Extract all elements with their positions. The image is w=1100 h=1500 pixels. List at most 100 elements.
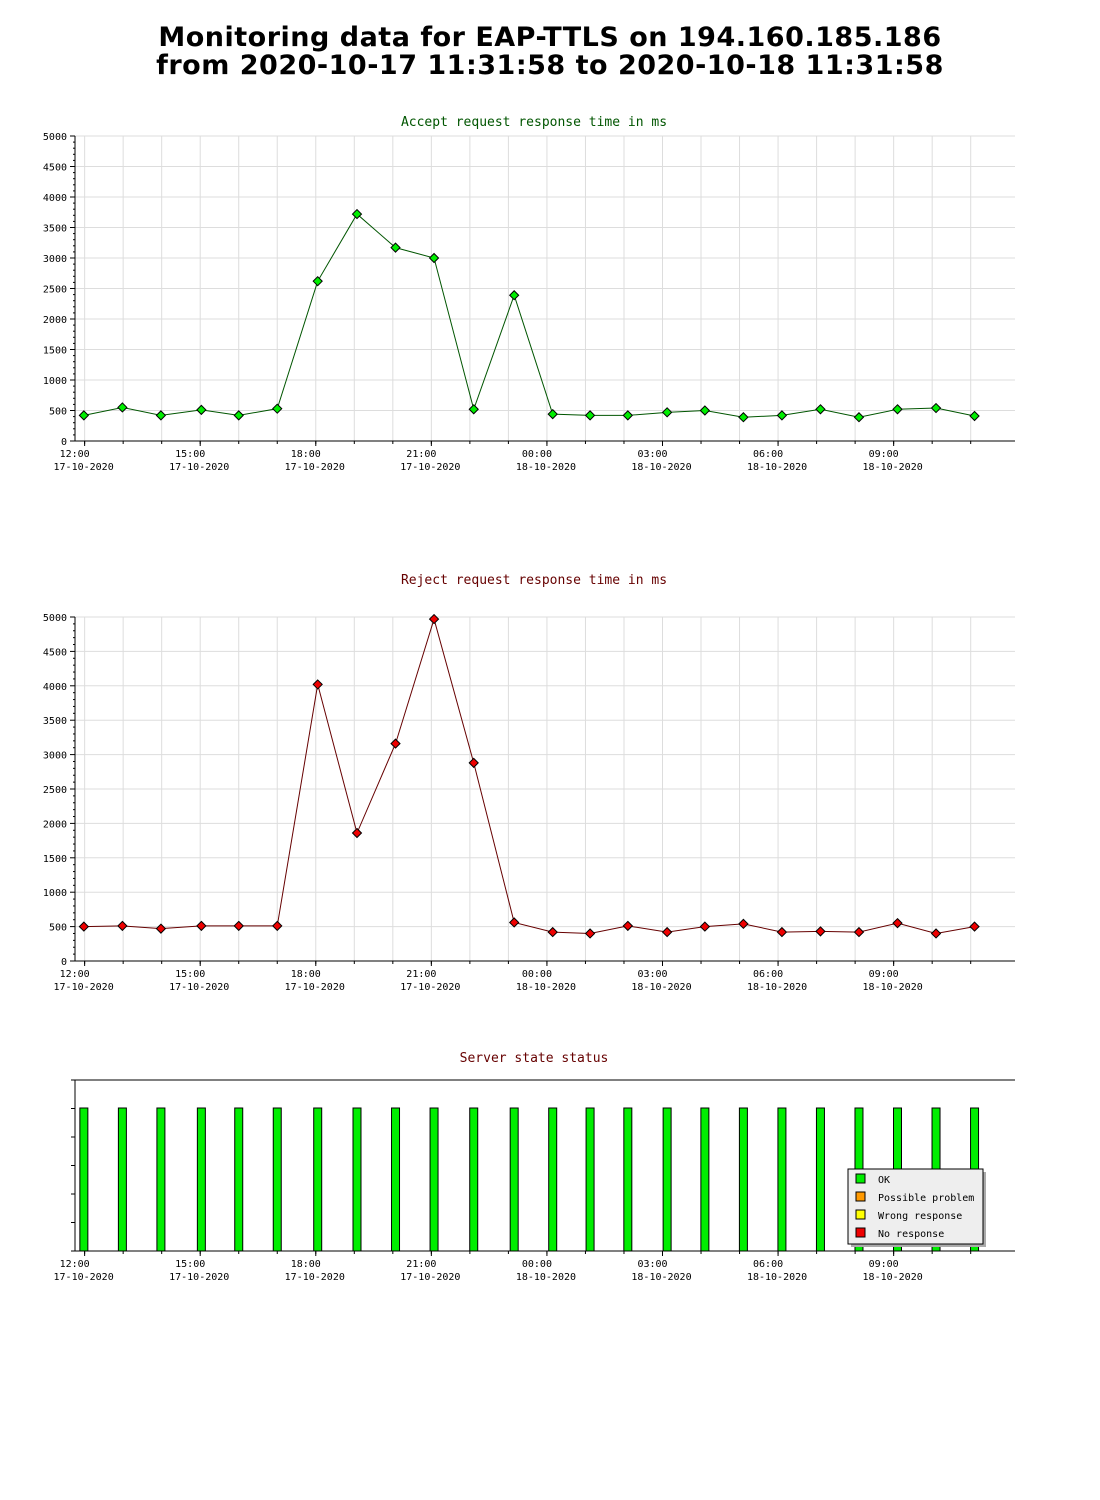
- status-bar: [585, 1107, 595, 1252]
- data-point: [661, 926, 673, 938]
- x-tick-label-date: 18-10-2020: [747, 982, 807, 993]
- status-bar: [548, 1107, 558, 1252]
- y-tick-label: 500: [49, 923, 67, 934]
- legend-label: OK: [878, 1175, 890, 1186]
- status-bar: [469, 1107, 479, 1252]
- x-tick-label-time: 15:00: [175, 449, 205, 460]
- status-bar: [662, 1107, 672, 1252]
- x-tick-label-time: 09:00: [869, 969, 899, 980]
- y-tick-label: 3000: [43, 751, 67, 762]
- x-tick-label-date: 17-10-2020: [54, 1272, 114, 1283]
- x-tick-label-date: 18-10-2020: [516, 1272, 576, 1283]
- x-tick-label-time: 12:00: [60, 449, 90, 460]
- page-title: Monitoring data for EAP-TTLS on 194.160.…: [0, 24, 1100, 80]
- x-tick-label-time: 18:00: [291, 449, 321, 460]
- legend: OK Possible problem Wrong response No respo…: [847, 1168, 986, 1247]
- x-tick-label-date: 18-10-2020: [747, 462, 807, 473]
- data-point: [815, 404, 826, 415]
- status-bar: [509, 1107, 519, 1252]
- y-tick-label: 500: [49, 407, 67, 418]
- x-tick-label-date: 18-10-2020: [516, 982, 576, 993]
- status-bar: [313, 1107, 323, 1252]
- x-tick-label-time: 18:00: [291, 969, 321, 980]
- data-point: [738, 412, 749, 423]
- data-point: [969, 921, 980, 932]
- x-tick-label-time: 21:00: [406, 969, 436, 980]
- status-bar: [429, 1107, 439, 1252]
- status-bar: [623, 1107, 633, 1252]
- data-point: [351, 208, 363, 220]
- legend-box: [847, 1168, 984, 1245]
- status-bar: [79, 1107, 89, 1252]
- data-point: [738, 918, 749, 930]
- x-tick-label-time: 21:00: [406, 1259, 436, 1270]
- data-point: [699, 921, 711, 932]
- data-point: [196, 920, 207, 932]
- x-tick-label-time: 21:00: [406, 449, 436, 460]
- status-bar: [196, 1107, 206, 1252]
- data-point: [155, 923, 167, 934]
- y-tick-label: 4500: [43, 647, 67, 658]
- x-tick-label-date: 17-10-2020: [169, 462, 229, 473]
- x-tick-label-date: 18-10-2020: [631, 982, 691, 993]
- x-tick-label-date: 18-10-2020: [863, 1272, 923, 1283]
- status-bar: [117, 1107, 127, 1252]
- x-tick-label-time: 03:00: [637, 449, 667, 460]
- x-tick-label-date: 17-10-2020: [54, 462, 114, 473]
- y-tick-label: 5000: [43, 613, 67, 624]
- x-tick-label-date: 18-10-2020: [631, 1272, 691, 1283]
- y-tick-label: 3500: [43, 224, 67, 235]
- legend-label: No response: [878, 1229, 944, 1240]
- legend-swatch: [855, 1173, 866, 1184]
- x-tick-label-date: 17-10-2020: [400, 1272, 460, 1283]
- y-tick-label: 3000: [43, 254, 67, 265]
- data-point: [468, 757, 479, 769]
- data-point: [196, 404, 207, 416]
- x-tick-label-time: 12:00: [60, 969, 90, 980]
- data-point: [390, 242, 401, 253]
- data-point: [117, 402, 128, 413]
- title-line-1: Monitoring data for EAP-TTLS on 194.160.…: [158, 22, 942, 53]
- x-tick-label-time: 06:00: [753, 449, 783, 460]
- status-bar: [156, 1107, 166, 1252]
- x-tick-label-time: 09:00: [869, 449, 899, 460]
- accept-response-chart: Accept request response time in ms 0 500 10…: [43, 115, 1015, 473]
- y-tick-label: 4000: [43, 193, 67, 204]
- data-point: [547, 408, 558, 420]
- status-bar: [352, 1107, 362, 1252]
- data-point: [312, 275, 323, 287]
- legend-label: Possible problem: [878, 1193, 974, 1204]
- x-tick-label-date: 17-10-2020: [285, 462, 345, 473]
- reject-response-chart: Reject request response time in ms 0 500 10…: [43, 573, 1015, 993]
- x-tick-label-date: 18-10-2020: [747, 1272, 807, 1283]
- data-point: [853, 926, 865, 938]
- x-tick-label-time: 15:00: [175, 1259, 205, 1270]
- data-point: [508, 917, 520, 928]
- x-tick-label-date: 18-10-2020: [863, 982, 923, 993]
- status-bar: [777, 1107, 787, 1252]
- chart-title: Reject request response time in ms: [401, 573, 667, 588]
- status-bar: [391, 1107, 401, 1252]
- x-tick-label-time: 09:00: [869, 1259, 899, 1270]
- data-point: [622, 920, 634, 932]
- x-tick-label-time: 03:00: [637, 969, 667, 980]
- data-point: [853, 412, 865, 423]
- status-bar: [700, 1107, 710, 1252]
- data-point: [117, 920, 128, 932]
- data-point: [661, 407, 673, 418]
- data-point: [930, 402, 942, 414]
- status-bar: [234, 1107, 244, 1252]
- chart-title: Accept request response time in ms: [401, 115, 667, 130]
- data-point: [776, 410, 788, 421]
- y-tick-label: 0: [61, 437, 67, 448]
- y-tick-label: 2000: [43, 315, 67, 326]
- y-tick-label: 2000: [43, 819, 67, 830]
- data-point: [272, 403, 283, 414]
- y-tick-label: 4000: [43, 682, 67, 693]
- data-point: [815, 926, 826, 937]
- data-point: [428, 613, 440, 625]
- x-tick-label-time: 06:00: [753, 969, 783, 980]
- x-tick-label-date: 18-10-2020: [863, 462, 923, 473]
- data-point: [892, 917, 903, 929]
